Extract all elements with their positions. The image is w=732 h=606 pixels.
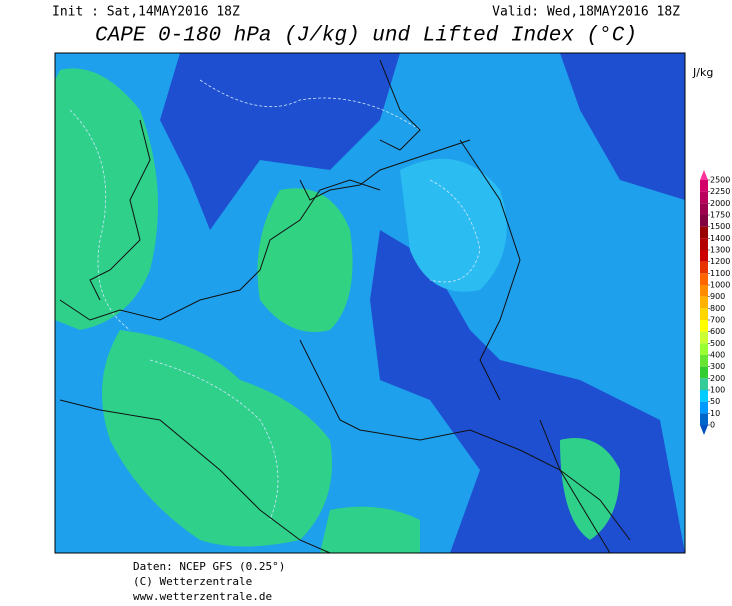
legend-unit: J/kg xyxy=(692,66,713,79)
colorbar-label: 900 xyxy=(710,292,725,301)
colorbar-band xyxy=(700,308,708,320)
colorbar-label: 400 xyxy=(710,351,725,360)
colorbar-band xyxy=(700,331,708,344)
colorbar-band xyxy=(700,401,708,414)
colorbar-label: 200 xyxy=(710,374,725,383)
colorbar-label: 2500 xyxy=(710,176,730,185)
colorbar-label: 1100 xyxy=(710,269,730,278)
colorbar-bottom-arrow xyxy=(700,425,708,435)
colorbar-label: 100 xyxy=(710,386,725,395)
colorbar-band xyxy=(700,296,708,309)
colorbar: 2500225020001750150014001300120011001000… xyxy=(700,170,730,435)
colorbar-band xyxy=(700,285,708,297)
colorbar-label: 1000 xyxy=(710,281,730,290)
colorbar-label: 10 xyxy=(710,409,720,418)
map-title: CAPE 0-180 hPa (J/kg) und Lifted Index (… xyxy=(95,25,637,48)
colorbar-band xyxy=(700,413,708,425)
colorbar-band xyxy=(700,320,708,332)
colorbar-label: 1500 xyxy=(710,222,730,231)
colorbar-band xyxy=(700,191,708,204)
footer-line: (C) Wetterzentrale xyxy=(133,575,252,588)
colorbar-top-arrow xyxy=(700,170,708,180)
colorbar-band xyxy=(700,261,708,274)
colorbar-label: 50 xyxy=(710,397,720,406)
colorbar-band xyxy=(700,238,708,250)
colorbar-band xyxy=(700,226,708,239)
colorbar-label: 1300 xyxy=(710,246,730,255)
colorbar-label: 2250 xyxy=(710,187,730,196)
colorbar-label: 300 xyxy=(710,362,725,371)
colorbar-band xyxy=(700,180,708,192)
colorbar-label: 1750 xyxy=(710,211,730,220)
colorbar-band xyxy=(700,250,708,262)
init-time: Init : Sat,14MAY2016 18Z xyxy=(52,5,240,20)
colorbar-band xyxy=(700,215,708,227)
colorbar-band xyxy=(700,378,708,390)
colorbar-label: 600 xyxy=(710,327,725,336)
footer-line: Daten: NCEP GFS (0.25°) xyxy=(133,560,285,573)
colorbar-label: 1400 xyxy=(710,234,730,243)
colorbar-band xyxy=(700,390,708,402)
colorbar-label: 1200 xyxy=(710,257,730,266)
map xyxy=(54,52,686,554)
colorbar-band xyxy=(700,273,708,285)
footer-line: www.wetterzentrale.de xyxy=(133,590,272,603)
colorbar-label: 0 xyxy=(710,421,715,430)
colorbar-band xyxy=(700,366,708,379)
colorbar-label: 800 xyxy=(710,304,725,313)
colorbar-band xyxy=(700,355,708,367)
colorbar-label: 500 xyxy=(710,339,725,348)
colorbar-label: 700 xyxy=(710,316,725,325)
colorbar-label: 2000 xyxy=(710,199,730,208)
valid-time: Valid: Wed,18MAY2016 18Z xyxy=(492,5,680,20)
colorbar-band xyxy=(700,203,708,215)
colorbar-band xyxy=(700,343,708,355)
